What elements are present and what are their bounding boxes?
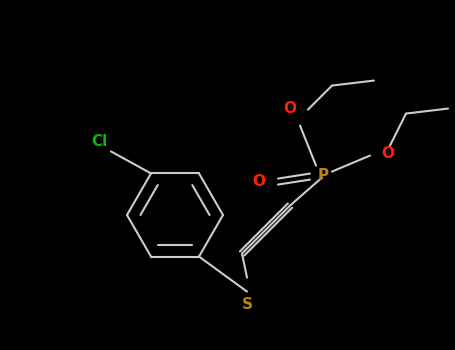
- Text: O: O: [283, 100, 296, 116]
- Text: O: O: [252, 174, 265, 189]
- Text: P: P: [318, 168, 329, 183]
- Text: Cl: Cl: [92, 134, 108, 149]
- Text: O: O: [381, 146, 394, 161]
- Text: S: S: [242, 296, 253, 312]
